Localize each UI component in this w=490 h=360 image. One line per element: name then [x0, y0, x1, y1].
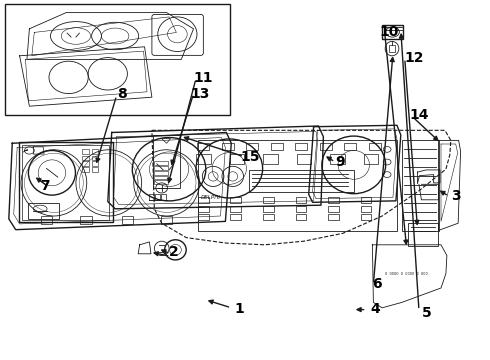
Bar — [230, 206, 241, 212]
Bar — [389, 45, 395, 52]
Text: 5: 5 — [421, 306, 431, 320]
Bar — [229, 154, 244, 164]
Text: 14: 14 — [410, 108, 429, 122]
Bar — [80, 216, 92, 224]
Bar — [295, 197, 306, 203]
Bar — [408, 223, 438, 246]
Text: 1: 1 — [234, 302, 244, 316]
Bar — [328, 214, 339, 220]
Bar — [328, 206, 339, 212]
Bar — [230, 214, 241, 220]
Bar — [153, 135, 180, 188]
Bar — [92, 149, 98, 154]
Bar — [295, 214, 306, 220]
Bar — [5, 4, 230, 115]
Text: 2: 2 — [169, 245, 179, 259]
Bar — [82, 167, 89, 172]
Bar — [296, 154, 311, 164]
Bar — [198, 214, 209, 220]
Bar — [154, 180, 168, 184]
Bar — [344, 143, 356, 150]
Bar — [82, 149, 89, 154]
Bar — [249, 170, 354, 192]
Text: 11: 11 — [194, 72, 213, 85]
Bar — [198, 140, 397, 231]
Bar — [155, 194, 160, 200]
Bar — [263, 214, 274, 220]
Bar — [122, 216, 133, 224]
Bar — [92, 156, 98, 160]
Text: 10: 10 — [380, 25, 399, 39]
Text: 9: 9 — [335, 155, 345, 169]
Bar — [92, 167, 98, 172]
Bar — [154, 176, 168, 179]
Bar — [41, 216, 52, 224]
Bar — [196, 154, 211, 164]
Bar — [369, 143, 381, 150]
Bar — [330, 154, 345, 164]
Bar — [82, 161, 89, 166]
Bar — [197, 143, 209, 150]
Bar — [230, 197, 241, 203]
Bar — [364, 154, 378, 164]
Bar — [361, 214, 371, 220]
Bar — [295, 143, 307, 150]
Bar — [246, 143, 258, 150]
Text: 13: 13 — [190, 87, 210, 100]
Text: 15: 15 — [240, 150, 260, 163]
Bar — [154, 161, 168, 165]
Bar — [222, 143, 234, 150]
Bar — [320, 143, 332, 150]
Text: 12: 12 — [404, 51, 424, 65]
Bar — [402, 140, 439, 231]
Bar — [198, 197, 209, 203]
Text: 0  0000  0  0000  0  000: 0 0000 0 0000 0 000 — [385, 271, 428, 276]
Text: DELPHI: DELPHI — [201, 195, 220, 200]
Bar — [154, 171, 168, 175]
Bar — [263, 197, 274, 203]
Text: 6: 6 — [372, 278, 382, 291]
Text: 7: 7 — [40, 180, 50, 193]
Bar — [92, 161, 98, 166]
Bar — [361, 197, 371, 203]
Bar — [382, 25, 403, 39]
Bar — [328, 197, 339, 203]
Bar — [198, 206, 209, 212]
Bar — [295, 206, 306, 212]
Bar — [22, 145, 109, 220]
Bar — [263, 206, 274, 212]
Text: 4: 4 — [370, 302, 380, 316]
Bar — [263, 154, 278, 164]
Bar — [161, 216, 172, 224]
Bar — [161, 194, 166, 200]
Bar — [149, 194, 154, 200]
Bar — [154, 166, 168, 170]
Bar — [361, 206, 371, 212]
Text: 3: 3 — [451, 189, 461, 203]
Bar — [271, 143, 283, 150]
Text: 8: 8 — [117, 87, 126, 101]
Bar — [28, 203, 59, 219]
Bar — [82, 156, 89, 160]
Bar — [19, 142, 113, 222]
